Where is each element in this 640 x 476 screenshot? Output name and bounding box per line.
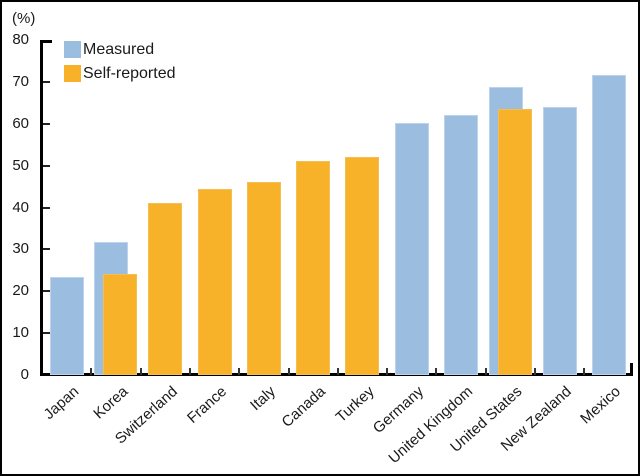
y-tick-label-20: 20 (12, 282, 29, 300)
legend-item-measured: Measured (64, 37, 176, 61)
bar-italy-self-reported (246, 182, 281, 375)
x-axis-label: Turkey (332, 383, 378, 426)
legend-label-measured: Measured (83, 40, 155, 58)
x-axis-label: Mexico (577, 383, 625, 428)
y-tick-60 (43, 122, 50, 125)
y-axis-unit-label: (%) (12, 10, 36, 27)
bar-korea-self-reported (103, 274, 138, 375)
y-tick-label-50: 50 (12, 156, 29, 174)
bar-turkey-self-reported (345, 157, 380, 375)
x-axis-tick (238, 368, 241, 375)
y-tick-40 (43, 206, 50, 209)
x-axis-label: Korea (90, 383, 132, 423)
x-axis-line (40, 373, 633, 376)
self-reported-swatch-icon (64, 64, 81, 82)
x-axis-tick (188, 368, 191, 375)
y-axis-line (40, 40, 43, 376)
x-axis-label: Italy (247, 383, 280, 415)
y-tick-label-80: 80 (12, 31, 29, 48)
x-axis-tick (534, 368, 536, 375)
y-tick-50 (43, 164, 50, 167)
x-axis-end-cap (630, 363, 633, 376)
bar-france-self-reported (197, 188, 232, 375)
x-axis-tick (484, 368, 487, 375)
bar-canada-self-reported (296, 161, 331, 375)
x-axis-label: France (183, 383, 230, 427)
x-axis-tick (336, 368, 339, 375)
x-axis-tick (435, 368, 438, 375)
legend-label-self-reported: Self-reported (83, 64, 176, 82)
x-axis-tick (90, 368, 93, 375)
bar-germany-measured (394, 123, 429, 375)
y-tick-label-70: 70 (12, 72, 29, 90)
y-tick-10 (43, 332, 50, 335)
bar-new-zealand-measured (542, 107, 577, 375)
y-tick-30 (43, 248, 50, 251)
x-axis-tick (139, 368, 142, 375)
x-axis-tick (386, 368, 389, 375)
y-tick-label-40: 40 (12, 198, 29, 216)
y-tick-20 (43, 290, 50, 293)
x-axis-label: United Kingdom (385, 383, 477, 468)
x-axis-tick (583, 368, 586, 375)
y-axis-top-cap (40, 40, 52, 43)
x-axis-tick (287, 368, 290, 375)
x-axis-label: Canada (278, 383, 329, 431)
bar-japan-measured (49, 277, 84, 375)
bar-united-kingdom-measured (444, 115, 479, 375)
bar-united-states-self-reported (497, 108, 532, 375)
legend-item-self-reported: Self-reported (64, 61, 176, 85)
bar-mexico-measured (591, 74, 626, 375)
y-tick-label-30: 30 (12, 240, 29, 258)
y-tick-70 (43, 80, 50, 83)
measured-swatch-icon (64, 40, 81, 58)
y-tick-label-60: 60 (12, 114, 29, 132)
y-tick-label-0: 0 (20, 366, 29, 383)
x-axis-label: Japan (40, 383, 83, 423)
y-tick-label-10: 10 (12, 324, 29, 342)
legend: Measured Self-reported (64, 37, 176, 85)
bar-switzerland-self-reported (148, 203, 183, 375)
